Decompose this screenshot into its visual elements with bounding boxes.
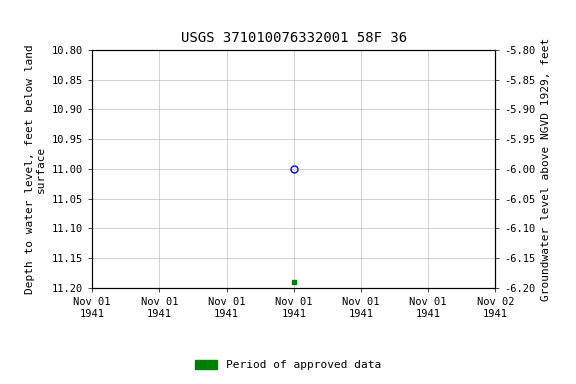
Title: USGS 371010076332001 58F 36: USGS 371010076332001 58F 36 — [181, 31, 407, 45]
Legend: Period of approved data: Period of approved data — [191, 356, 385, 375]
Y-axis label: Depth to water level, feet below land
surface: Depth to water level, feet below land su… — [25, 44, 46, 294]
Y-axis label: Groundwater level above NGVD 1929, feet: Groundwater level above NGVD 1929, feet — [541, 37, 551, 301]
